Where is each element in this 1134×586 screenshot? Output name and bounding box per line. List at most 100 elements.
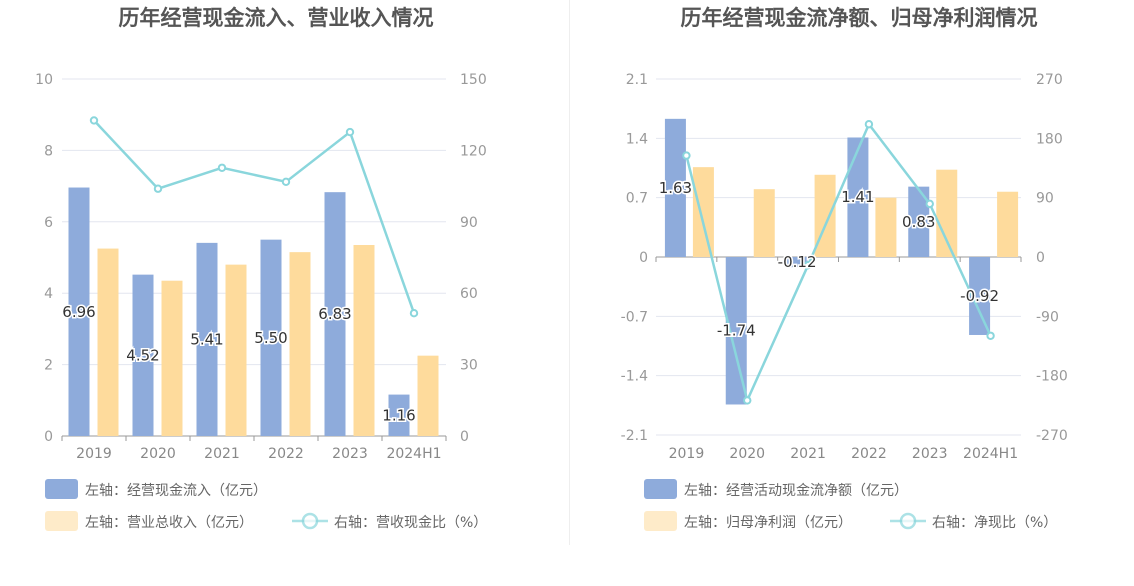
ratio-point — [682, 151, 691, 160]
secondary-bar — [353, 245, 375, 436]
secondary-bar — [875, 197, 897, 257]
category-label: 2023 — [912, 446, 948, 462]
left-axis-tick-label: 0.7 — [626, 191, 648, 207]
category-label: 2019 — [76, 446, 112, 462]
ratio-point — [409, 308, 419, 318]
left-axis-tick-label: -0.7 — [621, 309, 648, 325]
data-label: -0.92 — [960, 287, 999, 305]
primary-bar — [664, 118, 686, 257]
data-label: 1.16 — [382, 406, 415, 424]
secondary-bar — [225, 264, 247, 436]
category-label: 2023 — [332, 446, 368, 462]
category-label: 2020 — [729, 446, 765, 462]
category-label: 2022 — [851, 446, 887, 462]
right-axis-tick-label: 150 — [460, 72, 487, 88]
right-axis-tick-label: 180 — [1036, 131, 1063, 147]
legend-swatch — [45, 479, 78, 499]
secondary-bar — [936, 169, 958, 257]
left-axis-tick-label: 6 — [44, 215, 53, 231]
data-label: 6.96 — [62, 303, 95, 321]
chart-title: 历年经营现金流净额、归母净利润情况 — [681, 6, 1038, 30]
cash-inflow-revenue-chart: 历年经营现金流入、营业收入情况 0 2 4 6 8 10 0 30 60 90 120 150 2019… — [35, 6, 487, 531]
secondary-bar — [161, 280, 183, 436]
left-axis-tick-label: 4 — [44, 286, 53, 302]
net-cashflow-profit-chart: 历年经营现金流净额、归母净利润情况 -2.1 -1.4 -0.7 0 0.7 1.4 2.1… — [621, 6, 1068, 531]
ratio-point — [743, 396, 752, 405]
legend-swatch — [644, 511, 677, 531]
left-axis-tick-label: 1.4 — [626, 131, 648, 147]
primary-bar — [132, 274, 154, 436]
data-label: -1.74 — [717, 322, 756, 340]
secondary-bar — [753, 189, 775, 257]
legend-label: 左轴：营业总收入（亿元） — [85, 515, 253, 531]
right-axis-tick-label: 30 — [460, 358, 478, 374]
legend-point-swatch — [899, 512, 917, 530]
secondary-bar — [417, 355, 439, 436]
right-axis-tick-label: 120 — [460, 143, 487, 159]
ratio-point — [864, 120, 874, 129]
chart-title: 历年经营现金流入、营业收入情况 — [119, 6, 434, 30]
right-axis-tick-label: 270 — [1036, 72, 1063, 88]
ratio-point — [217, 163, 227, 172]
legend-label: 右轴：营收现金比（%） — [334, 515, 487, 531]
legend-swatch — [45, 511, 78, 531]
ratio-point — [986, 331, 995, 340]
secondary-bar — [997, 191, 1019, 257]
ratio-point — [89, 116, 99, 125]
secondary-bar — [692, 167, 714, 257]
left-axis-tick-label: 0 — [639, 250, 648, 266]
primary-bar — [388, 394, 410, 436]
legend-label: 左轴：经营现金流入（亿元） — [85, 483, 267, 499]
right-axis-tick-label: 0 — [460, 429, 469, 445]
legend-label: 左轴：归母净利润（亿元） — [684, 514, 852, 531]
legend-swatch — [644, 479, 677, 499]
left-axis-tick-label: 2.1 — [626, 72, 648, 88]
data-label: 1.63 — [659, 179, 692, 197]
right-axis-tick-label: -90 — [1036, 309, 1059, 325]
left-axis-tick-label: -1.4 — [621, 369, 648, 385]
category-label: 2019 — [669, 446, 705, 462]
right-axis-tick-label: 90 — [1036, 191, 1054, 207]
primary-bar — [260, 239, 282, 436]
data-label: 1.41 — [841, 188, 874, 206]
category-label: 2024H1 — [963, 446, 1018, 462]
category-label: 2021 — [204, 446, 240, 462]
ratio-line — [93, 119, 416, 314]
data-label: 5.50 — [254, 329, 287, 347]
ratio-point — [345, 127, 355, 137]
data-label: 6.83 — [318, 305, 351, 323]
left-axis-tick-label: 8 — [44, 143, 53, 159]
right-axis-tick-label: 90 — [460, 215, 478, 231]
category-label: 2022 — [268, 446, 304, 462]
primary-bar — [847, 137, 869, 257]
ratio-line — [685, 121, 992, 405]
ratio-point — [153, 184, 163, 193]
data-label: 4.52 — [126, 346, 159, 364]
category-label: 2021 — [790, 446, 826, 462]
secondary-bar — [289, 252, 311, 436]
primary-bar — [908, 186, 930, 257]
data-label: -0.12 — [778, 253, 817, 271]
ratio-point — [925, 199, 934, 209]
category-label: 2020 — [140, 446, 176, 462]
primary-bar — [68, 187, 90, 436]
ratio-point — [281, 177, 291, 187]
data-label: 0.83 — [902, 213, 935, 231]
left-axis-tick-label: 10 — [35, 72, 53, 88]
legend-label: 左轴：经营活动现金流净额（亿元） — [684, 483, 908, 499]
primary-bar — [196, 242, 218, 436]
secondary-bar — [97, 248, 119, 436]
left-axis-tick-label: 2 — [44, 358, 53, 374]
primary-bar — [786, 257, 808, 268]
legend-point-swatch — [301, 512, 319, 530]
primary-bar — [324, 192, 346, 436]
right-axis-tick-label: 60 — [460, 286, 478, 302]
data-label: 5.41 — [190, 330, 223, 348]
legend-label: 右轴：净现比（%） — [932, 515, 1057, 531]
left-axis-tick-label: -2.1 — [621, 428, 648, 444]
category-label: 2024H1 — [386, 446, 441, 462]
left-axis-tick-label: 0 — [44, 429, 53, 445]
ratio-point — [803, 260, 813, 270]
right-axis-tick-label: -180 — [1036, 369, 1068, 385]
